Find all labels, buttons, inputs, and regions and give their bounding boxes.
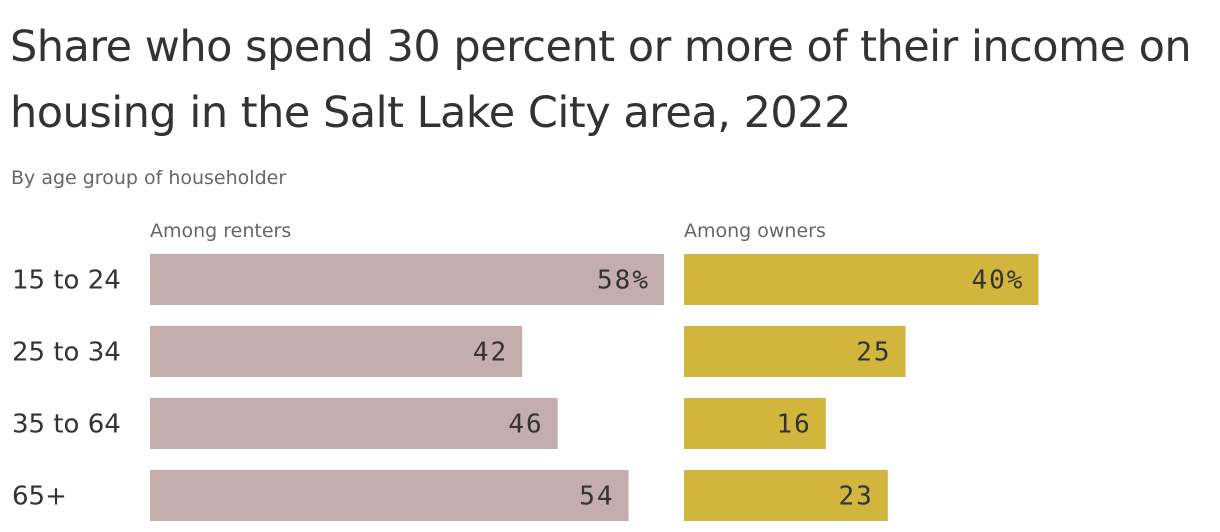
data-label: 46 (508, 410, 543, 440)
data-label: 23 (839, 482, 874, 512)
chart-subtitle: By age group of householder (11, 167, 287, 189)
chart-title: Share who spend 30 percent or more of th… (10, 22, 1192, 138)
bar (684, 326, 906, 377)
panel-title-renters: Among renters (150, 220, 291, 242)
data-label: 40% (972, 266, 1025, 296)
data-label: 42 (473, 338, 508, 368)
category-label: 65+ (12, 482, 67, 512)
bar (150, 470, 629, 521)
bar (684, 398, 826, 449)
panel-title-owners: Among owners (684, 220, 826, 242)
data-label: 54 (579, 482, 614, 512)
bar (684, 470, 888, 521)
data-label: 16 (776, 410, 811, 440)
bar (150, 254, 664, 305)
bar (150, 326, 523, 377)
bar (684, 254, 1039, 305)
bar-chart: 15 to 24 25 to 34 35 to 64 65+ Among renters… (12, 220, 1039, 521)
data-label: 25 (856, 338, 891, 368)
bar (150, 398, 558, 449)
category-label: 25 to 34 (12, 338, 121, 368)
category-label: 35 to 64 (12, 410, 121, 440)
category-label: 15 to 24 (12, 266, 121, 296)
data-label: 58% (597, 266, 650, 296)
